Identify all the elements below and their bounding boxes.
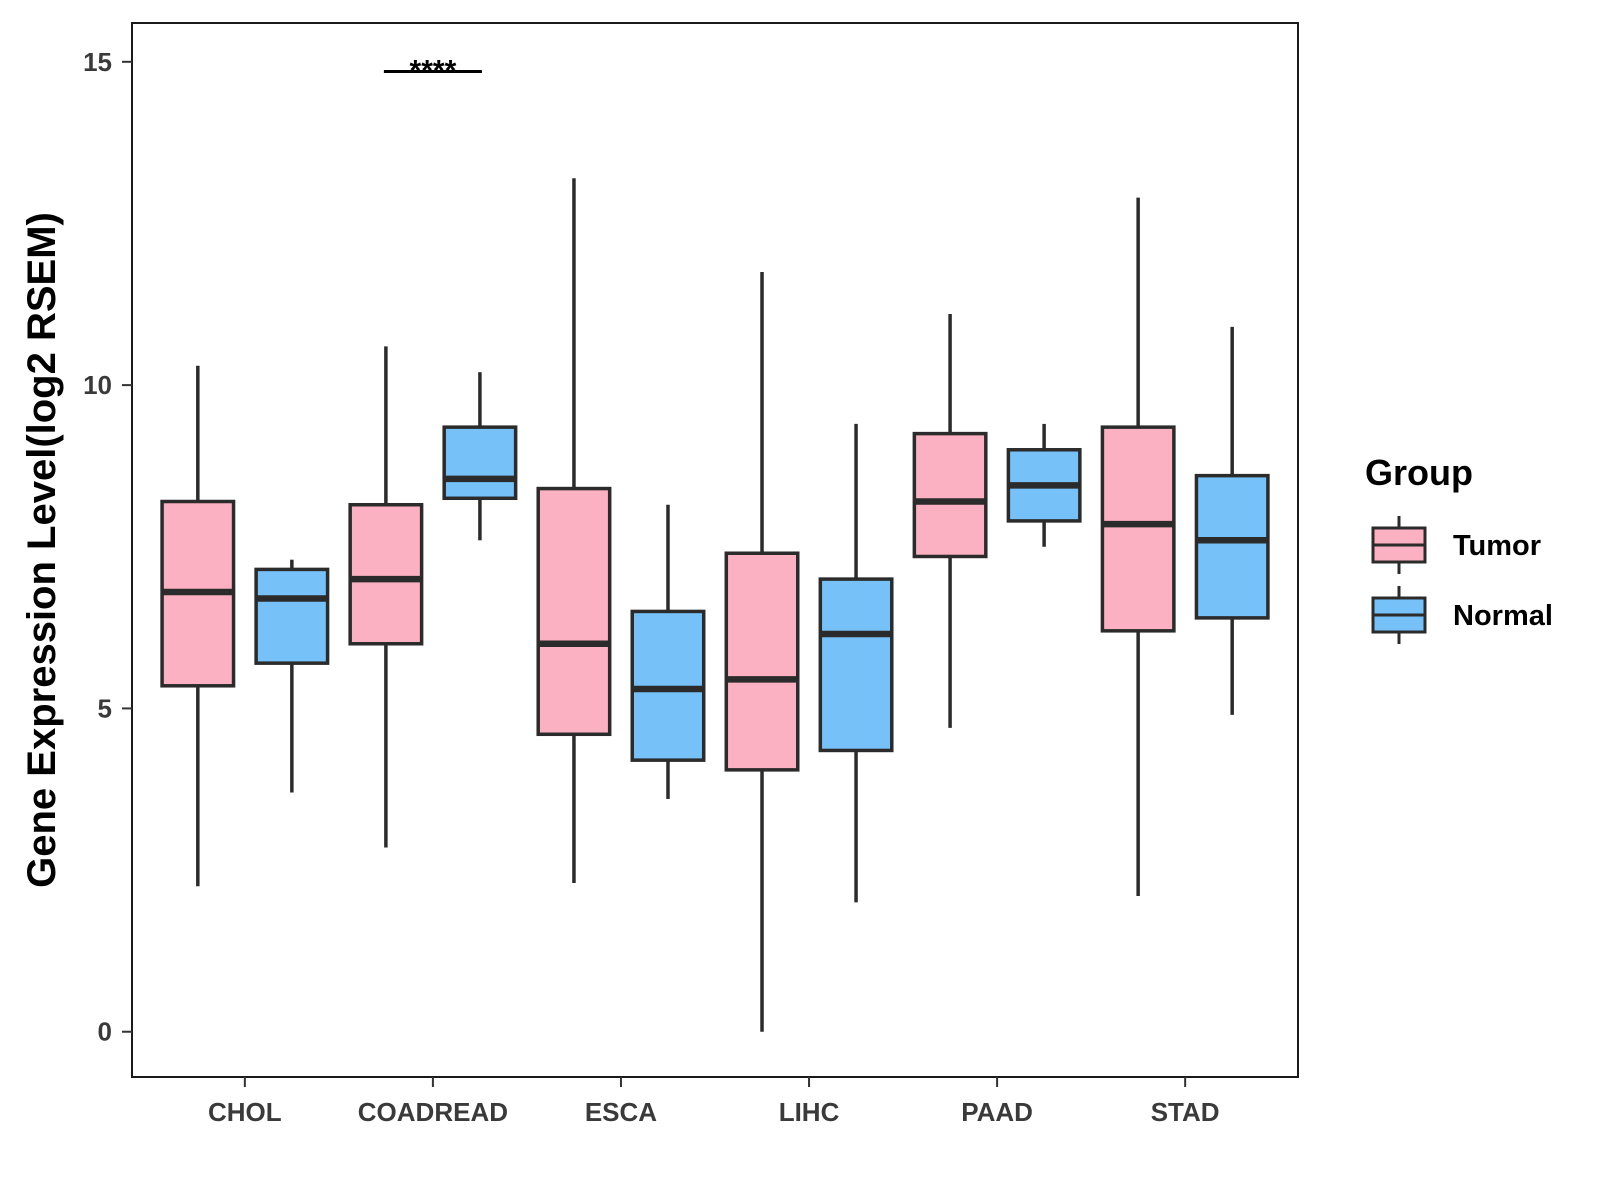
x-tick-label: ESCA [585, 1097, 657, 1127]
boxes [160, 178, 1270, 1032]
legend-label-normal: Normal [1453, 600, 1553, 632]
y-tick-label: 10 [83, 370, 112, 400]
significance-annotations: **** [383, 54, 482, 87]
box-normal-paad [1006, 423, 1082, 547]
box-tumor-lihc [724, 271, 800, 1032]
box-tumor-chol [160, 365, 236, 887]
y-tick-label: 5 [98, 693, 112, 723]
box-body [442, 425, 518, 501]
box-tumor-coadread [348, 346, 424, 848]
box-body [1100, 425, 1176, 633]
box-body [818, 577, 894, 753]
box-tumor-stad [1100, 197, 1176, 896]
box-normal-esca [630, 504, 706, 799]
legend-title: Group [1365, 452, 1473, 493]
x-tick-label: PAAD [961, 1097, 1033, 1127]
box-body [1194, 473, 1270, 620]
y-axis: 0 5 10 15 [83, 47, 132, 1047]
box-normal-chol [254, 559, 330, 793]
significance-label: **** [410, 54, 457, 87]
box-body [254, 567, 330, 665]
legend-label-tumor: Tumor [1453, 530, 1541, 562]
box-body [536, 486, 612, 737]
legend-key-normal [1371, 586, 1427, 644]
box-tumor-esca [536, 178, 612, 884]
box-normal-coadread [442, 372, 518, 541]
x-tick-label: STAD [1151, 1097, 1220, 1127]
legend-key-tumor [1371, 516, 1427, 574]
box-normal-stad [1194, 326, 1270, 715]
y-tick-label: 15 [83, 47, 112, 77]
box-normal-lihc [818, 423, 894, 903]
box-body [912, 431, 988, 559]
x-tick-label: CHOL [208, 1097, 282, 1127]
box-tumor-paad [912, 313, 988, 728]
y-tick-label: 0 [98, 1017, 112, 1047]
y-axis-title: Gene Expression Level(log2 RSEM) [20, 212, 64, 888]
box-body [348, 502, 424, 646]
x-tick-label: COADREAD [358, 1097, 508, 1127]
box-body [724, 551, 800, 772]
x-tick-label: LIHC [779, 1097, 840, 1127]
x-axis: CHOL COADREAD ESCA LIHC PAAD STAD [208, 1077, 1220, 1127]
legend: Group Tumor Normal [1365, 452, 1553, 644]
